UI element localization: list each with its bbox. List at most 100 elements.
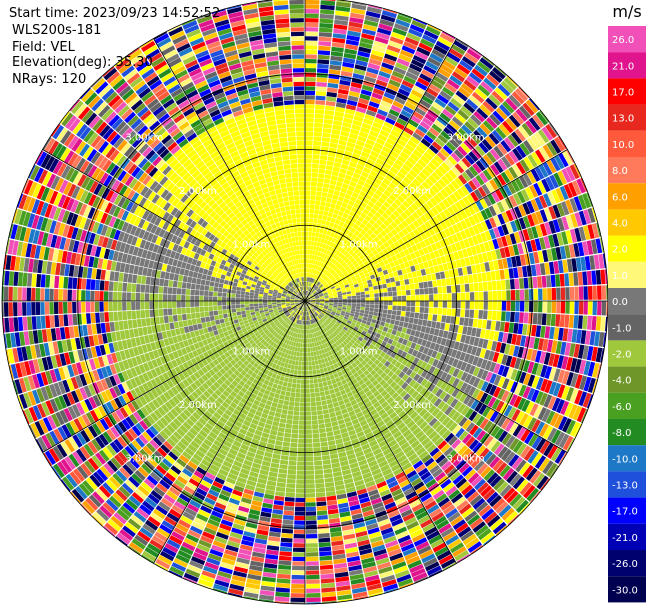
radar-gate [347,280,353,284]
radar-gate [506,379,514,392]
radar-gate [314,204,320,210]
radar-gate [480,209,489,221]
radar-gate [506,333,513,344]
radar-gate [348,341,354,347]
radar-gate [370,150,380,158]
radar-gate [314,295,319,298]
radar-gate [371,166,380,174]
radar-gate [419,387,428,396]
radar-gate [311,181,317,187]
radar-gate [421,339,428,347]
radar-gate [383,583,399,592]
radar-gate [409,136,420,145]
radar-gate [331,287,336,291]
radar-gate [338,281,344,286]
radar-gate [481,272,487,282]
radar-gate [502,487,516,501]
radar-gate [501,366,510,378]
radar-gate [354,347,360,353]
radar-gate [531,452,543,467]
radar-gate [280,455,289,461]
radar-gate [535,224,543,238]
radar-gate [341,159,350,166]
radar-gate [354,426,363,434]
radar-gate [423,390,431,399]
radar-gate [460,530,474,542]
radar-gate [310,388,315,393]
radar-gate [448,226,456,236]
radar-gate [369,307,374,312]
radar-gate [349,374,356,381]
radar-gate [358,389,365,397]
radar-gate [297,452,305,457]
radar-gate [437,400,446,410]
radar-gate [207,419,216,427]
radar-gate [474,64,488,77]
radar-gate [329,60,342,66]
radar-gate [390,381,398,389]
radar-gate [288,335,292,341]
radar-gate [307,352,311,357]
radar-gate [335,255,340,261]
radar-gate [305,402,311,407]
radar-gate [183,537,198,547]
radar-gate [365,204,373,212]
radar-gate [248,397,255,404]
radar-gate [305,113,314,118]
radar-gate [312,150,321,155]
radar-gate [308,329,311,334]
radar-gate [322,333,326,339]
radar-gate [312,290,316,294]
radar-gate [488,330,495,341]
radar-gate [365,341,371,347]
radar-gate [326,366,332,372]
radar-gate [531,362,539,375]
radar-gate [364,162,373,170]
radar-gate [412,382,420,390]
radar-gate [530,349,538,362]
radar-gate [318,307,323,310]
radar-gate [256,529,269,536]
radar-gate [416,447,426,456]
radar-gate [377,109,388,117]
radar-gate [288,401,295,407]
radar-gate [439,148,450,158]
radar-gate [570,421,581,437]
radar-gate [432,450,443,461]
radar-gate [508,322,515,333]
radar-gate [491,191,500,203]
radar-gate [467,454,479,465]
radar-gate [454,550,469,562]
radar-gate [435,241,442,250]
radar-gate [317,515,328,520]
radar-gate [164,516,177,527]
radar-gate [315,270,319,275]
radar-gate [586,240,594,255]
radar-gate [406,396,414,405]
radar-gate [364,142,374,150]
radar-gate [222,460,233,469]
radar-gate [362,561,376,569]
radar-gate [505,209,514,222]
radar-gate [401,382,409,390]
radar-gate [214,536,228,545]
radar-gate [322,343,326,349]
radar-gate [264,353,270,360]
radar-gate [151,535,166,546]
radar-gate [261,346,267,352]
radar-gate [398,230,405,238]
radar-gate [325,277,330,282]
radar-gate [236,416,245,424]
radar-gate [358,492,369,500]
radar-gate [306,552,319,557]
radar-gate [415,289,420,295]
radar-gate [366,456,376,464]
radar-gate [292,346,296,351]
radar-gate [479,263,486,273]
radar-gate [331,462,341,469]
radar-gate [193,436,203,446]
radar-gate [311,319,314,324]
radar-gate [259,417,267,424]
radar-gate [537,313,543,325]
radar-gate [305,177,311,182]
